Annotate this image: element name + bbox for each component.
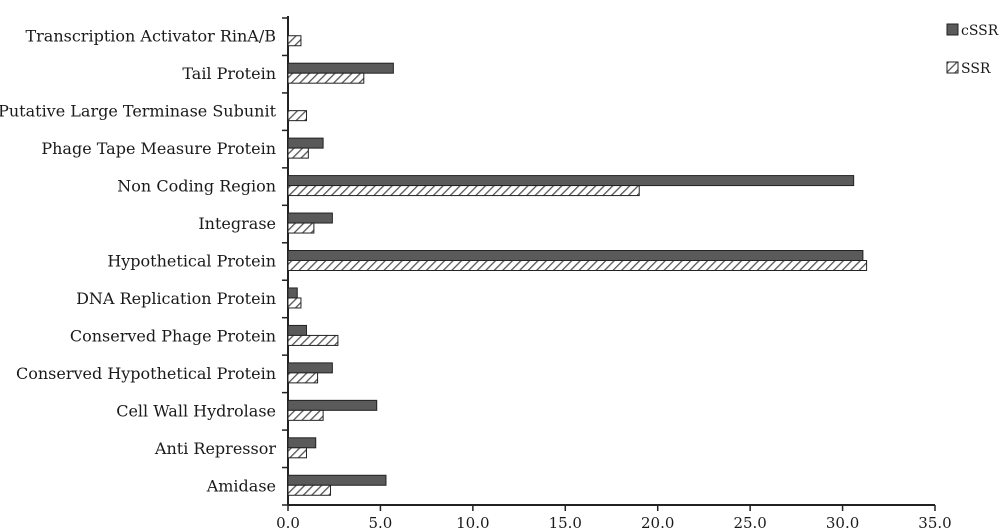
x-tick-label: 35.0 — [918, 514, 951, 532]
bar-ssr — [287, 334, 339, 346]
x-tick-label: 20.0 — [641, 514, 674, 532]
bar-ssr — [287, 222, 315, 234]
legend-swatch-ssr — [946, 61, 959, 74]
bar-cssr — [287, 287, 298, 299]
bar-ssr — [287, 72, 365, 84]
bar-cssr — [287, 250, 864, 261]
x-tick-label: 0.0 — [276, 514, 300, 532]
category-label: Integrase — [198, 214, 276, 233]
bar-ssr — [287, 297, 302, 309]
bar-cssr — [287, 362, 333, 374]
category-label: Conserved Hypothetical Protein — [16, 364, 276, 383]
bar-cssr — [287, 62, 394, 74]
bar-cssr — [287, 137, 324, 149]
x-tick-label: 25.0 — [733, 514, 766, 532]
category-label: Amidase — [206, 476, 276, 495]
category-label: Transcription Activator RinA/B — [25, 27, 276, 46]
category-label: Phage Tape Measure Protein — [41, 139, 276, 158]
category-label: Tail Protein — [182, 64, 276, 83]
category-label: Hypothetical Protein — [107, 252, 276, 271]
bar-ssr — [287, 447, 307, 459]
bar-cssr — [287, 175, 855, 187]
legend-label-ssr: SSR — [961, 61, 991, 77]
category-label: Non Coding Region — [117, 177, 276, 196]
bar-cssr — [287, 437, 317, 449]
category-label: Cell Wall Hydrolase — [116, 401, 276, 420]
bar-ssr — [287, 260, 868, 271]
plot-area: 0.0 5.0 10.0 15.0 20.0 25.0 30.0 35.0 Transcript… — [0, 16, 952, 532]
legend: cSSR SSR — [946, 23, 999, 77]
bar-ssr — [287, 35, 302, 47]
bar-ssr — [287, 484, 332, 496]
bar-ssr — [287, 185, 640, 197]
bar-ssr — [287, 409, 324, 421]
bar-cssr — [287, 324, 307, 336]
bar-cssr — [287, 399, 378, 411]
x-tick-label: 30.0 — [826, 514, 859, 532]
category-label: Conserved Phage Protein — [70, 326, 276, 345]
bar-cssr — [287, 212, 333, 224]
legend-label-cssr: cSSR — [961, 23, 999, 39]
bar-cssr — [287, 474, 387, 486]
x-tick-label: 5.0 — [368, 514, 392, 532]
x-tick-label: 10.0 — [456, 514, 489, 532]
bar-ssr — [287, 372, 319, 384]
x-tick-label: 15.0 — [549, 514, 582, 532]
bar-ssr — [287, 147, 309, 159]
category-label: DNA Replication Protein — [76, 289, 276, 308]
category-label: Putative Large Terminase Subunit — [0, 102, 277, 121]
legend-swatch-cssr — [946, 23, 959, 36]
category-label: Anti Repressor — [154, 439, 276, 458]
bar-ssr — [287, 110, 307, 122]
